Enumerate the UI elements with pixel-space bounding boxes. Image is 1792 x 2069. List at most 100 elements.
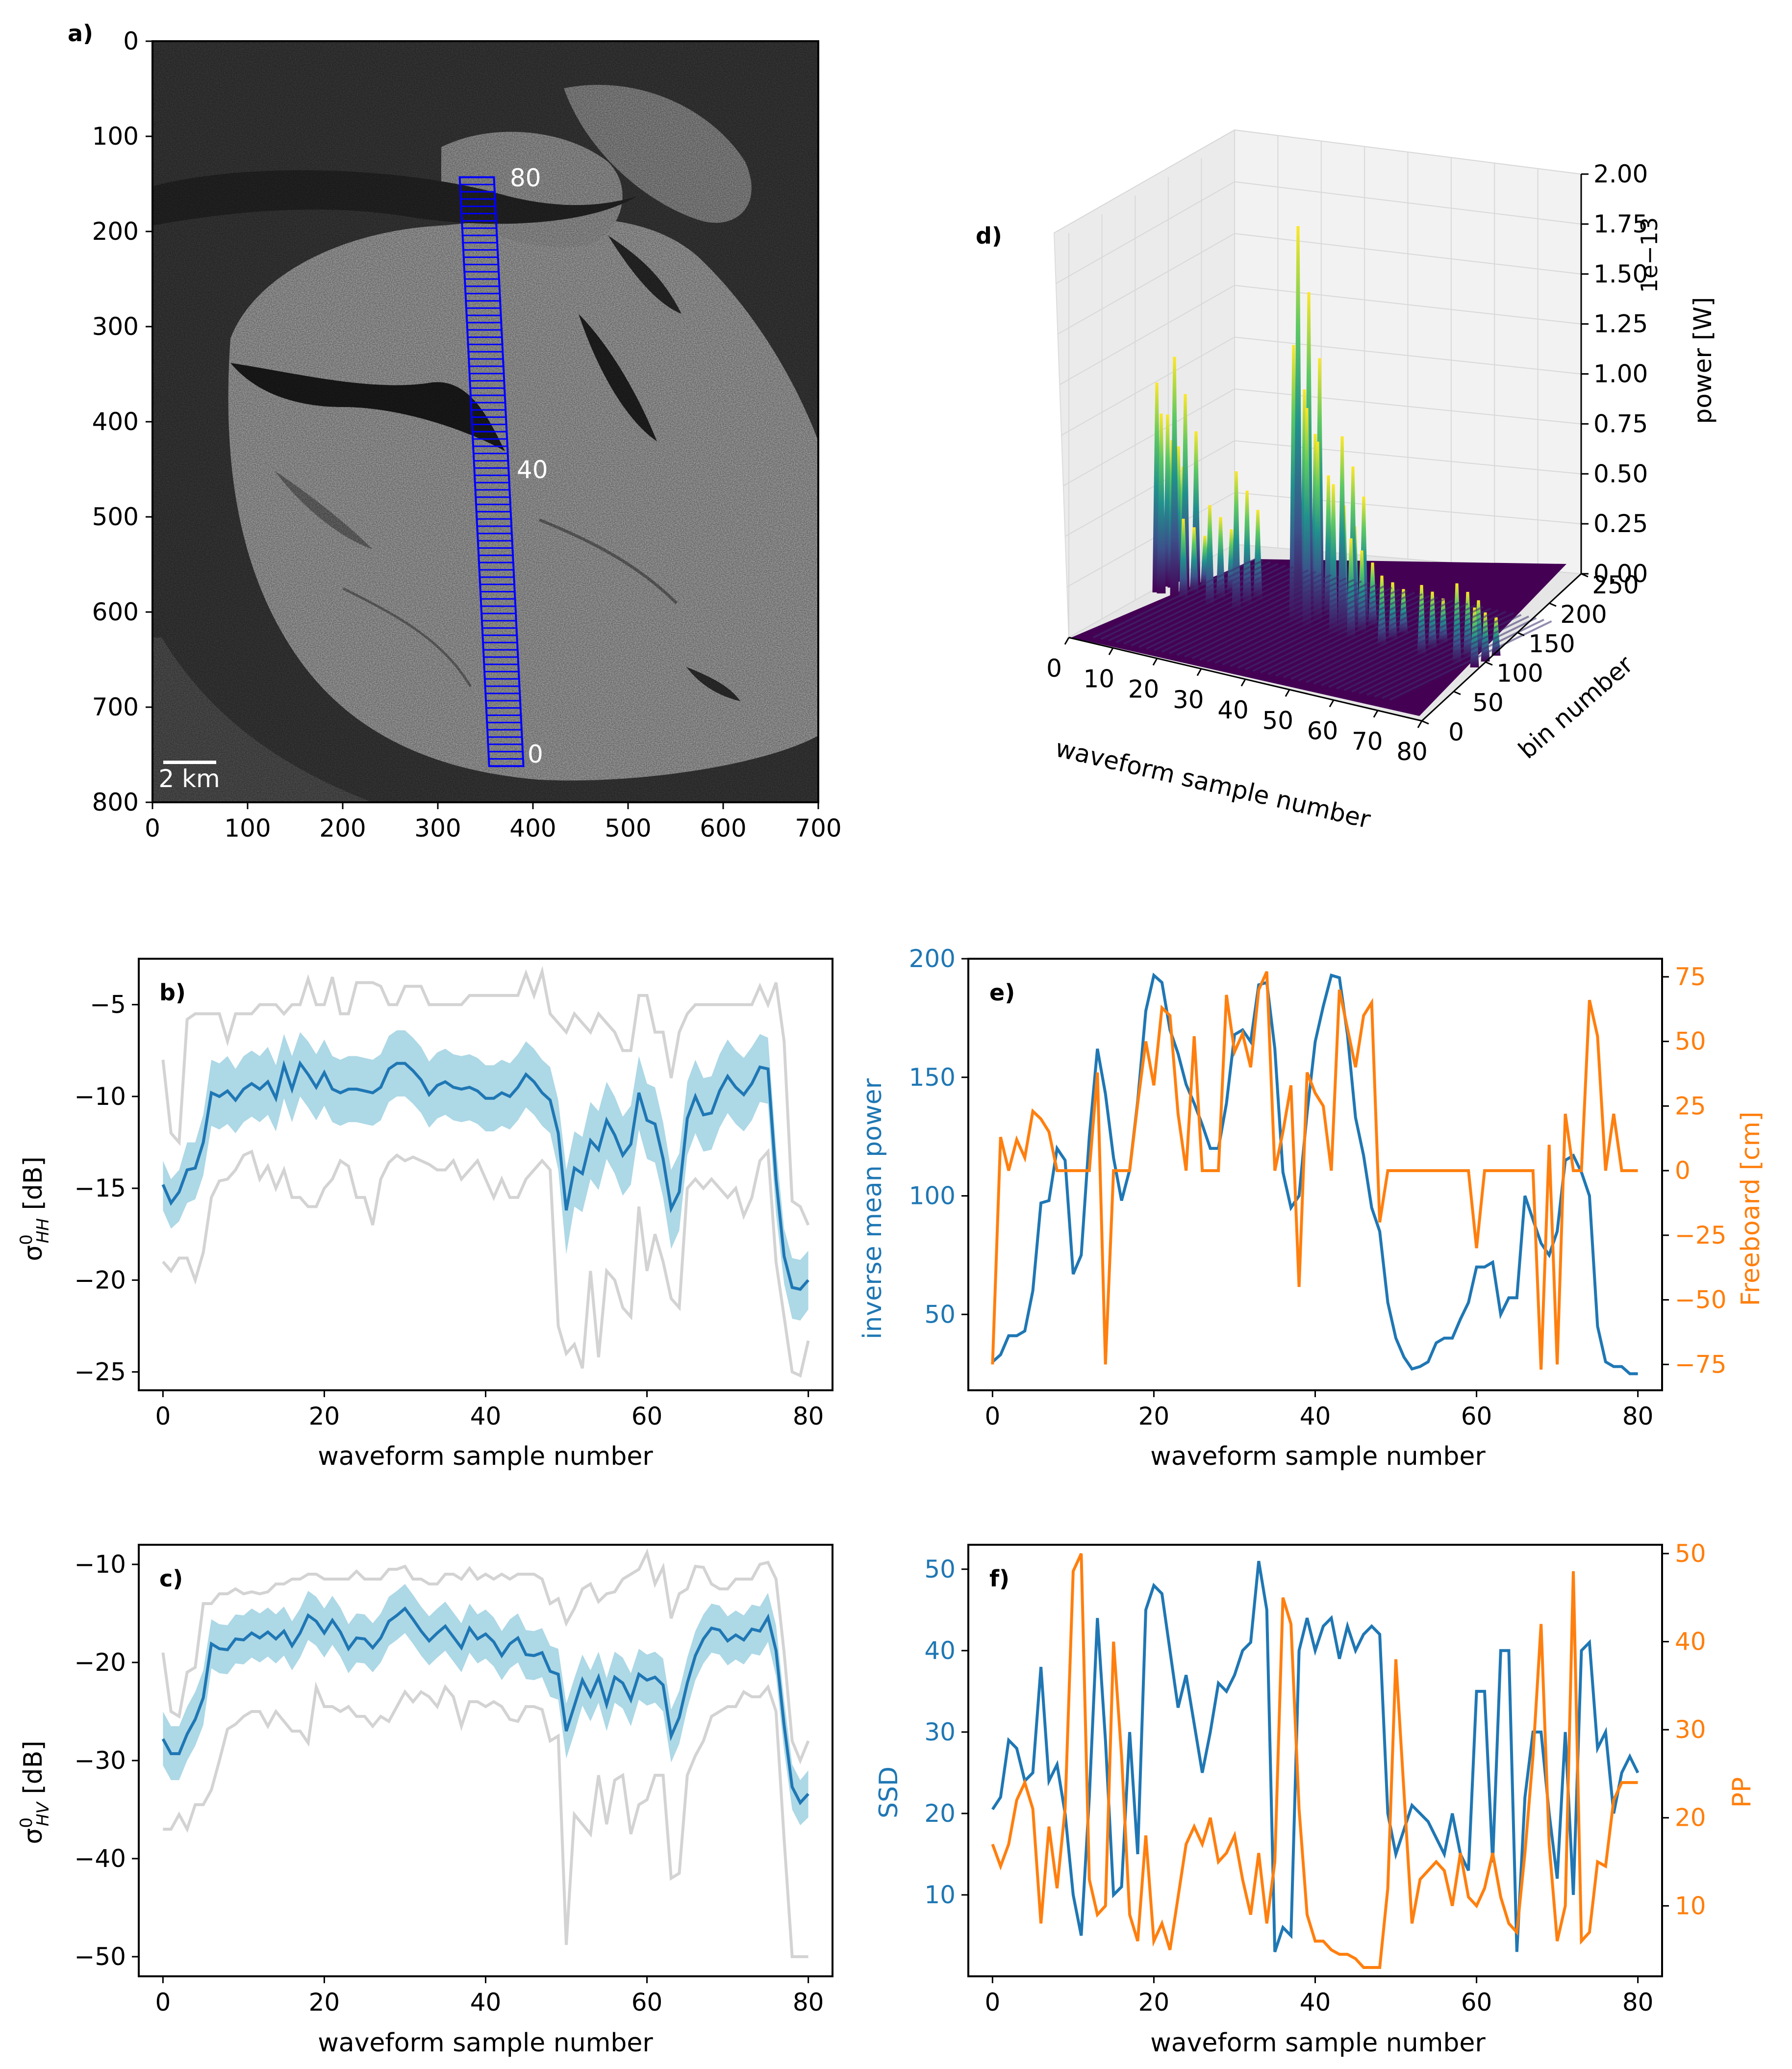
surface-peak <box>1189 527 1199 593</box>
surface-peak <box>1216 517 1225 599</box>
max-line <box>161 1548 810 1764</box>
d-xtick <box>1240 679 1246 687</box>
y-axis-label-f-left: SSD <box>874 1766 904 1818</box>
xtick-label: 80 <box>793 1402 824 1430</box>
surface-strand <box>1290 599 1453 680</box>
xtick-label: 80 <box>1622 1988 1654 2017</box>
d-xtick-label: 0 <box>1046 654 1062 683</box>
left-series-line <box>991 1560 1640 1953</box>
surface-strand <box>1123 564 1286 645</box>
grid-line <box>1063 388 1235 486</box>
waveform-footprint-track <box>458 176 525 767</box>
surface-strand <box>1275 596 1438 677</box>
a-xtick-label: 600 <box>700 814 746 843</box>
scalebar-label: 2 km <box>158 765 220 793</box>
d-ztick-label: 1.25 <box>1593 310 1648 338</box>
ytick-label: −10 <box>74 1550 126 1579</box>
surface-strand <box>1298 601 1461 682</box>
ytick-right-label: −25 <box>1675 1221 1727 1250</box>
a-xtick-label: 400 <box>509 814 556 843</box>
ytick-label: −10 <box>74 1082 126 1111</box>
x-axis-label-b: waveform sample number <box>318 1442 653 1471</box>
surface-strand <box>1252 591 1415 672</box>
right-series-line <box>991 1553 1638 1969</box>
panel-label-c: c) <box>159 1565 183 1592</box>
d-ytick-label: 250 <box>1592 571 1639 599</box>
surface-peak <box>1242 490 1252 606</box>
grid-line <box>1058 233 1235 335</box>
grid-line <box>1059 285 1235 385</box>
d-ztick-label: 1.50 <box>1593 260 1648 288</box>
surface-strand <box>1191 579 1355 660</box>
xtick-label: 40 <box>1300 1402 1331 1430</box>
surface-strand <box>1154 571 1316 651</box>
left-series-line <box>991 972 1638 1376</box>
grid-line <box>1234 284 1582 325</box>
d-xtick <box>1196 668 1202 676</box>
d-ytick-label: 0 <box>1448 718 1464 746</box>
ytick-right-label: 20 <box>1675 1804 1706 1832</box>
d-ytick-label: 100 <box>1496 659 1543 688</box>
surface-strand <box>1108 561 1271 642</box>
panel-a: 0 100 200 300 400 500 600 700010020030040050060… <box>68 20 842 843</box>
grid-line <box>1234 129 1582 175</box>
x-axis-label-f: waveform sample number <box>1150 2028 1486 2058</box>
xtick-label: 0 <box>984 1402 1000 1430</box>
xtick-label: 60 <box>1461 1402 1492 1430</box>
ytick-label: 200 <box>909 945 956 973</box>
panel-label-b: b) <box>159 979 186 1006</box>
surface-strand <box>1184 577 1347 658</box>
d-xtick <box>1064 637 1070 645</box>
ytick-label: 150 <box>909 1063 956 1092</box>
d-ztick-label: 0.25 <box>1593 510 1648 538</box>
ytick-right-label: −50 <box>1675 1286 1727 1314</box>
d-ztick-label: 1.00 <box>1593 360 1648 388</box>
panel-c: 0 20 40 60 80 −10 −20 −30 −40 −50 <box>74 1544 833 2017</box>
ytick-right-label: 75 <box>1675 963 1706 991</box>
y-axis-label-e-left: inverse mean power <box>858 1078 887 1339</box>
surface-strand <box>1283 598 1446 679</box>
a-ytick-label: 500 <box>92 503 139 531</box>
a-xtick-label: 700 <box>795 814 841 843</box>
scalebar <box>163 761 216 764</box>
surface-strand <box>1351 612 1514 693</box>
surface-strand <box>1313 604 1476 685</box>
xtick-label: 0 <box>155 1988 171 2017</box>
xtick-label: 0 <box>984 1988 1000 2017</box>
a-ytick-label: 300 <box>92 312 139 341</box>
y-axis-label-f-right: PP <box>1727 1777 1757 1808</box>
grid-line <box>1234 233 1582 275</box>
a-xtick-label: 0 <box>145 814 160 843</box>
xtick-label: 20 <box>309 1402 340 1430</box>
d-ytick-label: 50 <box>1472 689 1504 717</box>
ytick-label: −30 <box>74 1746 126 1775</box>
a-ytick-label: 100 <box>92 122 139 151</box>
surface-strand <box>1230 587 1392 667</box>
offset-label: 1e−13 <box>1636 217 1663 293</box>
d-ytick <box>1421 720 1429 725</box>
d-ytick-label: 150 <box>1528 630 1575 658</box>
d-xtick-label: 50 <box>1262 706 1293 735</box>
ytick-label: −50 <box>74 1942 126 1971</box>
panel-label-e: e) <box>989 979 1015 1006</box>
surface-strand <box>1336 609 1499 690</box>
grid-line <box>1056 181 1235 284</box>
xtick-label: 80 <box>793 1988 824 2017</box>
ytick-right-label: 50 <box>1675 1539 1706 1568</box>
ytick-right-label: 10 <box>1675 1891 1706 1920</box>
mean-line <box>161 1606 809 1806</box>
surface-peaks <box>1093 226 1552 701</box>
panel-b: 0 20 40 60 80 −5 −10 −15 −20 −25 <box>74 958 833 1430</box>
d-xtick <box>1152 658 1158 666</box>
d-ytick-label: 200 <box>1560 600 1607 629</box>
d-xtick-label: 30 <box>1173 686 1204 714</box>
plot-area <box>991 1553 1640 1969</box>
surface-strand <box>1267 594 1431 675</box>
xtick-label: 40 <box>470 1988 502 2017</box>
d-ztick-label: 0.00 <box>1593 560 1648 588</box>
surface-strand <box>1207 582 1370 663</box>
ytick-label: −20 <box>74 1648 126 1677</box>
a-ytick-label: 0 <box>123 27 139 55</box>
surface-peak <box>1179 518 1188 599</box>
d-xtick-label: 10 <box>1083 664 1114 693</box>
